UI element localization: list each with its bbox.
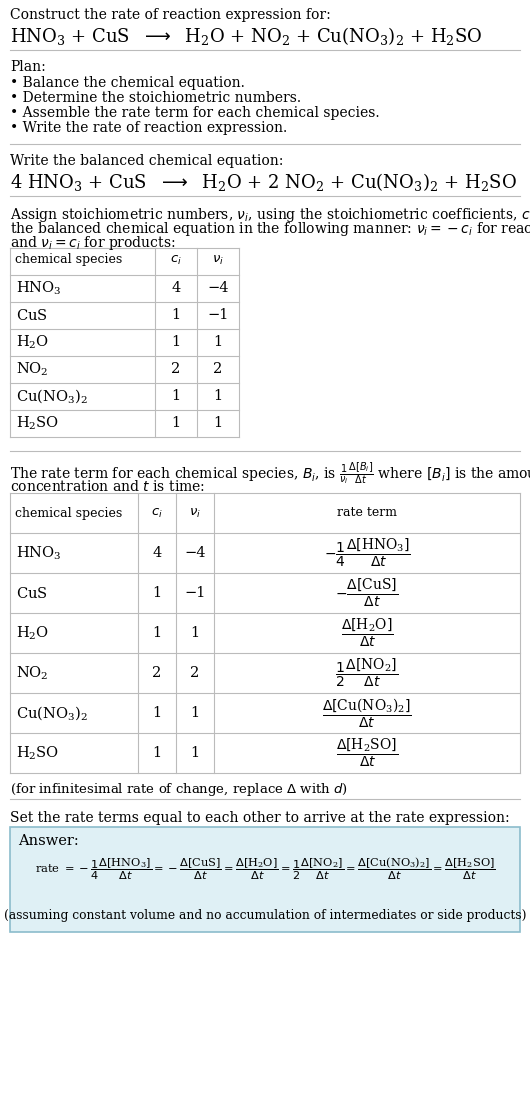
- Text: $-\dfrac{\Delta[\mathregular{CuS}]}{\Delta t}$: $-\dfrac{\Delta[\mathregular{CuS}]}{\Del…: [335, 577, 399, 609]
- Text: $c_i$: $c_i$: [151, 506, 163, 519]
- Text: $\mathregular{H_2SO}$: $\mathregular{H_2SO}$: [16, 744, 59, 762]
- Text: $\mathregular{CuS}$: $\mathregular{CuS}$: [16, 586, 48, 600]
- Text: Assign stoichiometric numbers, $\nu_i$, using the stoichiometric coefficients, $: Assign stoichiometric numbers, $\nu_i$, …: [10, 206, 530, 224]
- Text: $\mathregular{HNO_3}$: $\mathregular{HNO_3}$: [16, 279, 61, 297]
- Text: • Determine the stoichiometric numbers.: • Determine the stoichiometric numbers.: [10, 91, 301, 105]
- Text: 4: 4: [153, 546, 162, 560]
- Text: $\mathregular{HNO_3}$ + CuS  $\longrightarrow$  $\mathregular{H_2O}$ + $\mathreg: $\mathregular{HNO_3}$ + CuS $\longrighta…: [10, 24, 482, 47]
- Text: $\dfrac{\Delta[\mathregular{H_2SO}]}{\Delta t}$: $\dfrac{\Delta[\mathregular{H_2SO}]}{\De…: [336, 737, 398, 770]
- FancyBboxPatch shape: [10, 827, 520, 932]
- Text: 2: 2: [190, 666, 200, 681]
- Text: 1: 1: [214, 416, 223, 430]
- Text: 1: 1: [190, 706, 200, 719]
- Text: −4: −4: [207, 281, 229, 295]
- Text: 1: 1: [171, 389, 181, 403]
- Text: 2: 2: [153, 666, 162, 681]
- Text: and $\nu_i = c_i$ for products:: and $\nu_i = c_i$ for products:: [10, 234, 175, 252]
- Text: $\dfrac{\Delta[\mathregular{H_2O}]}{\Delta t}$: $\dfrac{\Delta[\mathregular{H_2O}]}{\Del…: [341, 617, 393, 649]
- Text: $\nu_i$: $\nu_i$: [212, 254, 224, 267]
- Text: $c_i$: $c_i$: [170, 254, 182, 267]
- Text: 1: 1: [190, 626, 200, 641]
- Text: 1: 1: [153, 626, 162, 641]
- Text: $\mathregular{H_2O}$: $\mathregular{H_2O}$: [16, 334, 49, 350]
- Text: 2: 2: [171, 363, 181, 376]
- Text: The rate term for each chemical species, $B_i$, is $\frac{1}{\nu_i}\frac{\Delta[: The rate term for each chemical species,…: [10, 461, 530, 487]
- Text: −1: −1: [207, 308, 228, 322]
- Text: 1: 1: [171, 416, 181, 430]
- Text: $\mathregular{Cu(NO_3)_2}$: $\mathregular{Cu(NO_3)_2}$: [16, 704, 87, 722]
- Text: $\mathregular{H_2O}$: $\mathregular{H_2O}$: [16, 624, 49, 642]
- Text: $\nu_i$: $\nu_i$: [189, 506, 201, 519]
- Text: 1: 1: [153, 706, 162, 719]
- Text: 1: 1: [153, 586, 162, 600]
- Text: −1: −1: [184, 586, 206, 600]
- Text: chemical species: chemical species: [15, 506, 122, 519]
- Text: • Assemble the rate term for each chemical species.: • Assemble the rate term for each chemic…: [10, 106, 379, 120]
- Text: 1: 1: [214, 335, 223, 349]
- Text: rate term: rate term: [337, 506, 397, 519]
- Text: Construct the rate of reaction expression for:: Construct the rate of reaction expressio…: [10, 8, 331, 22]
- Text: chemical species: chemical species: [15, 254, 122, 267]
- Text: Write the balanced chemical equation:: Write the balanced chemical equation:: [10, 153, 284, 168]
- Text: 4: 4: [171, 281, 181, 295]
- Text: $\mathregular{H_2SO}$: $\mathregular{H_2SO}$: [16, 415, 59, 431]
- Text: 1: 1: [214, 389, 223, 403]
- Text: Set the rate terms equal to each other to arrive at the rate expression:: Set the rate terms equal to each other t…: [10, 811, 510, 825]
- Text: $\mathregular{NO_2}$: $\mathregular{NO_2}$: [16, 360, 48, 378]
- Text: $-\dfrac{1}{4}\dfrac{\Delta[\mathregular{HNO_3}]}{\Delta t}$: $-\dfrac{1}{4}\dfrac{\Delta[\mathregular…: [324, 537, 410, 569]
- Text: concentration and $t$ is time:: concentration and $t$ is time:: [10, 479, 205, 494]
- Text: $\dfrac{\Delta[\mathregular{Cu(NO_3)_2}]}{\Delta t}$: $\dfrac{\Delta[\mathregular{Cu(NO_3)_2}]…: [322, 696, 412, 729]
- Text: $\mathregular{HNO_3}$: $\mathregular{HNO_3}$: [16, 544, 61, 562]
- Text: • Write the rate of reaction expression.: • Write the rate of reaction expression.: [10, 121, 287, 135]
- Text: $\mathregular{NO_2}$: $\mathregular{NO_2}$: [16, 664, 48, 682]
- Text: 1: 1: [171, 308, 181, 322]
- Text: $\mathregular{Cu(NO_3)_2}$: $\mathregular{Cu(NO_3)_2}$: [16, 387, 87, 405]
- Text: 1: 1: [153, 746, 162, 759]
- Text: (for infinitesimal rate of change, replace $\Delta$ with $d$): (for infinitesimal rate of change, repla…: [10, 781, 348, 798]
- Text: (assuming constant volume and no accumulation of intermediates or side products): (assuming constant volume and no accumul…: [4, 909, 526, 922]
- Text: the balanced chemical equation in the following manner: $\nu_i = -c_i$ for react: the balanced chemical equation in the fo…: [10, 220, 530, 238]
- Text: 4 $\mathregular{HNO_3}$ + CuS  $\longrightarrow$  $\mathregular{H_2O}$ + 2 $\mat: 4 $\mathregular{HNO_3}$ + CuS $\longrigh…: [10, 171, 517, 193]
- Text: 1: 1: [171, 335, 181, 349]
- Text: 1: 1: [190, 746, 200, 759]
- Text: Plan:: Plan:: [10, 60, 46, 75]
- Text: $\dfrac{1}{2}\dfrac{\Delta[\mathregular{NO_2}]}{\Delta t}$: $\dfrac{1}{2}\dfrac{\Delta[\mathregular{…: [335, 657, 399, 689]
- Text: rate $= -\dfrac{1}{4}\dfrac{\Delta[\mathregular{HNO_3}]}{\Delta t}= -\dfrac{\Del: rate $= -\dfrac{1}{4}\dfrac{\Delta[\math…: [34, 856, 496, 882]
- Text: Answer:: Answer:: [18, 834, 79, 848]
- Text: $\mathregular{CuS}$: $\mathregular{CuS}$: [16, 308, 48, 322]
- Text: • Balance the chemical equation.: • Balance the chemical equation.: [10, 76, 245, 90]
- Text: 2: 2: [214, 363, 223, 376]
- Text: −4: −4: [184, 546, 206, 560]
